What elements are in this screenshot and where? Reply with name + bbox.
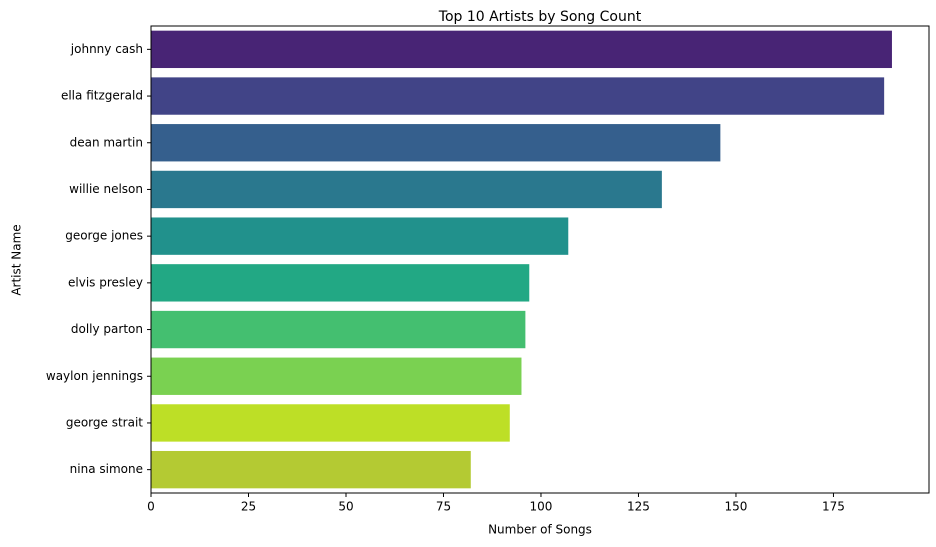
bar — [151, 77, 885, 115]
chart-title: Top 10 Artists by Song Count — [438, 9, 642, 25]
y-axis-label: Artist Name — [10, 224, 24, 295]
y-tick-label: willie nelson — [69, 182, 143, 196]
y-tick-label: elvis presley — [68, 275, 143, 289]
x-tick-label: 50 — [338, 500, 353, 514]
bar — [151, 217, 569, 255]
bar — [151, 404, 510, 442]
y-tick-label: george jones — [65, 229, 143, 243]
bar — [151, 310, 526, 349]
x-tick-label: 25 — [241, 500, 256, 514]
y-tick-label: johnny cash — [70, 42, 143, 56]
bar — [151, 264, 530, 302]
bar — [151, 357, 522, 395]
plot-frame — [150, 25, 930, 494]
x-tick-label: 175 — [822, 500, 845, 514]
x-tick-label: 150 — [725, 500, 748, 514]
x-tick-label: 75 — [436, 500, 451, 514]
x-tick-label: 100 — [530, 500, 553, 514]
bar — [151, 170, 662, 209]
x-axis-label: Number of Songs — [488, 523, 592, 537]
y-tick-label: ella fitzgerald — [61, 89, 143, 103]
bar — [151, 450, 471, 489]
x-tick-label: 125 — [627, 500, 650, 514]
y-tick-label: nina simone — [70, 462, 143, 476]
y-tick-label: dean martin — [70, 135, 143, 149]
y-tick-label: waylon jennings — [46, 369, 143, 383]
bar — [151, 124, 721, 162]
bar — [151, 30, 892, 69]
x-tick-label: 0 — [147, 500, 155, 514]
y-tick-label: dolly parton — [71, 322, 143, 336]
y-tick-label: george strait — [66, 415, 143, 429]
